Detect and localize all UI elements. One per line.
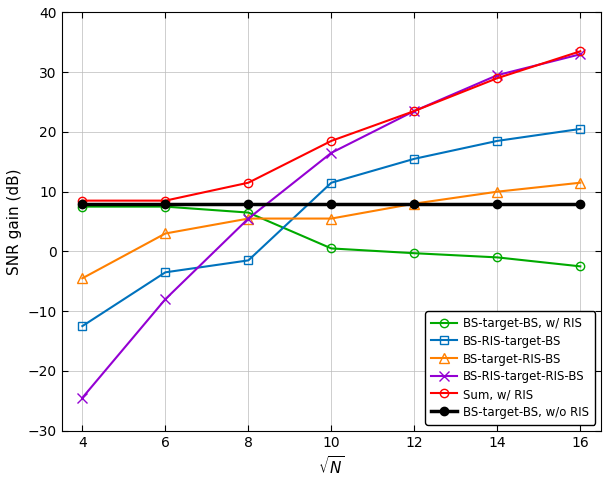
BS-RIS-target-RIS-BS <box>78 395 86 401</box>
BS-target-BS, w/o RIS <box>244 201 252 207</box>
Sum, w/ RIS <box>244 180 252 186</box>
BS-RIS-target-RIS-BS <box>410 108 418 114</box>
Y-axis label: SNR gain (dB): SNR gain (dB) <box>7 168 22 275</box>
Line: BS-target-BS, w/o RIS: BS-target-BS, w/o RIS <box>78 199 584 208</box>
Sum, w/ RIS <box>78 198 86 204</box>
BS-target-RIS-BS <box>494 189 501 195</box>
BS-RIS-target-RIS-BS <box>162 296 169 302</box>
BS-target-RIS-BS <box>576 180 584 186</box>
X-axis label: $\sqrt{N}$: $\sqrt{N}$ <box>318 455 345 477</box>
Line: BS-target-RIS-BS: BS-target-RIS-BS <box>77 178 585 283</box>
BS-RIS-target-RIS-BS <box>576 51 584 57</box>
BS-target-BS, w/ RIS <box>328 245 335 251</box>
Legend: BS-target-BS, w/ RIS, BS-RIS-target-BS, BS-target-RIS-BS, BS-RIS-target-RIS-BS, : BS-target-BS, w/ RIS, BS-RIS-target-BS, … <box>426 311 595 425</box>
BS-RIS-target-BS <box>576 126 584 132</box>
Line: BS-target-BS, w/ RIS: BS-target-BS, w/ RIS <box>78 202 584 271</box>
Sum, w/ RIS <box>576 48 584 54</box>
BS-target-RIS-BS <box>78 275 86 281</box>
BS-RIS-target-RIS-BS <box>494 72 501 78</box>
BS-RIS-target-RIS-BS <box>328 150 335 156</box>
Sum, w/ RIS <box>162 198 169 204</box>
BS-RIS-target-BS <box>328 180 335 186</box>
BS-target-RIS-BS <box>328 216 335 222</box>
Sum, w/ RIS <box>410 108 418 114</box>
BS-target-RIS-BS <box>410 201 418 207</box>
BS-RIS-target-BS <box>494 138 501 144</box>
BS-RIS-target-BS <box>162 270 169 275</box>
Line: Sum, w/ RIS: Sum, w/ RIS <box>78 47 584 205</box>
BS-target-BS, w/ RIS <box>494 255 501 260</box>
BS-target-BS, w/o RIS <box>162 201 169 207</box>
BS-target-BS, w/ RIS <box>162 204 169 210</box>
Sum, w/ RIS <box>328 138 335 144</box>
Sum, w/ RIS <box>494 75 501 81</box>
BS-target-BS, w/ RIS <box>410 250 418 256</box>
BS-target-BS, w/o RIS <box>576 201 584 207</box>
BS-target-BS, w/o RIS <box>328 201 335 207</box>
BS-target-BS, w/o RIS <box>494 201 501 207</box>
BS-target-BS, w/ RIS <box>244 210 252 215</box>
BS-RIS-target-BS <box>244 257 252 263</box>
BS-RIS-target-BS <box>78 323 86 329</box>
BS-target-RIS-BS <box>244 216 252 222</box>
BS-RIS-target-BS <box>410 156 418 162</box>
Line: BS-RIS-target-RIS-BS: BS-RIS-target-RIS-BS <box>77 49 585 403</box>
BS-RIS-target-RIS-BS <box>244 216 252 222</box>
BS-target-BS, w/ RIS <box>576 263 584 269</box>
Line: BS-RIS-target-BS: BS-RIS-target-BS <box>78 125 584 330</box>
BS-target-BS, w/ RIS <box>78 204 86 210</box>
BS-target-RIS-BS <box>162 230 169 236</box>
BS-target-BS, w/o RIS <box>410 201 418 207</box>
BS-target-BS, w/o RIS <box>78 201 86 207</box>
